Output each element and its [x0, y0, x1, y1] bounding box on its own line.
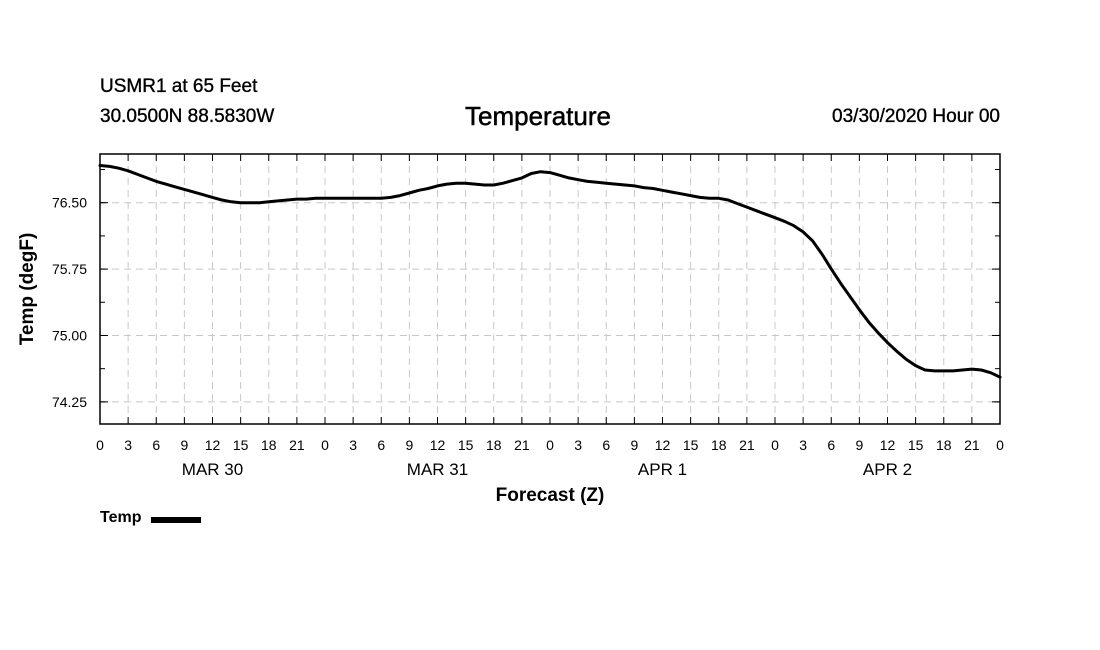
x-tick-label: 3	[124, 437, 132, 453]
x-tick-label: 21	[739, 437, 755, 453]
x-tick-label: 6	[827, 437, 835, 453]
x-tick-label: 12	[655, 437, 671, 453]
axis-labels: 0 3 6 9 12 15 18 21 0 3 6 9 12 15 18 21 0 3 6 9 12 15 18 21 0 3 6 9…	[52, 195, 1004, 479]
y-tick-label: 76.50	[52, 195, 87, 211]
x-tick-label: 0	[321, 437, 329, 453]
x-tick-label: 0	[996, 437, 1004, 453]
x-tick-label: 9	[630, 437, 638, 453]
issued-time-label: 03/30/2020 Hour 00	[832, 106, 1000, 127]
coordinates-label: 30.0500N 88.5830W	[100, 106, 275, 127]
x-tick-label: 9	[405, 437, 413, 453]
tick-marks	[99, 154, 1001, 424]
x-tick-label: 3	[349, 437, 357, 453]
day-label: APR 1	[638, 460, 687, 479]
legend-label: Temp	[100, 509, 142, 526]
y-tick-label: 75.75	[52, 261, 87, 277]
legend: Temp	[100, 509, 202, 527]
day-label: APR 2	[863, 460, 912, 479]
x-tick-label: 0	[96, 437, 104, 453]
x-tick-label: 21	[964, 437, 980, 453]
station-label: USMR1 at 65 Feet	[100, 76, 258, 97]
temp-series-line	[98, 164, 1002, 379]
x-tick-label: 15	[458, 437, 474, 453]
day-label: MAR 30	[182, 460, 243, 479]
y-axis-title: Temp (degF)	[17, 233, 38, 346]
x-tick-label: 18	[936, 437, 952, 453]
x-tick-label: 15	[908, 437, 924, 453]
series-layer	[98, 164, 1002, 379]
x-tick-label: 6	[377, 437, 385, 453]
x-tick-label: 12	[880, 437, 896, 453]
x-tick-label: 0	[546, 437, 554, 453]
legend-swatch	[151, 516, 202, 523]
x-tick-label: 18	[486, 437, 502, 453]
day-label: MAR 31	[407, 460, 468, 479]
grid-lines	[100, 154, 1000, 424]
x-tick-label: 12	[205, 437, 221, 453]
x-tick-label: 18	[261, 437, 277, 453]
x-tick-label: 15	[233, 437, 249, 453]
chart-title: Temperature	[465, 101, 611, 132]
x-axis-title: Forecast (Z)	[496, 485, 605, 506]
x-tick-label: 12	[430, 437, 446, 453]
x-tick-label: 6	[152, 437, 160, 453]
y-tick-label: 74.25	[52, 394, 87, 410]
x-tick-label: 18	[711, 437, 727, 453]
x-tick-label: 9	[855, 437, 863, 453]
x-tick-label: 3	[799, 437, 807, 453]
x-tick-label: 15	[683, 437, 699, 453]
x-tick-label: 3	[574, 437, 582, 453]
x-tick-label: 9	[180, 437, 188, 453]
x-tick-label: 0	[771, 437, 779, 453]
x-tick-label: 6	[602, 437, 610, 453]
x-tick-label: 21	[289, 437, 305, 453]
x-tick-label: 21	[514, 437, 530, 453]
y-tick-label: 75.00	[52, 327, 87, 343]
